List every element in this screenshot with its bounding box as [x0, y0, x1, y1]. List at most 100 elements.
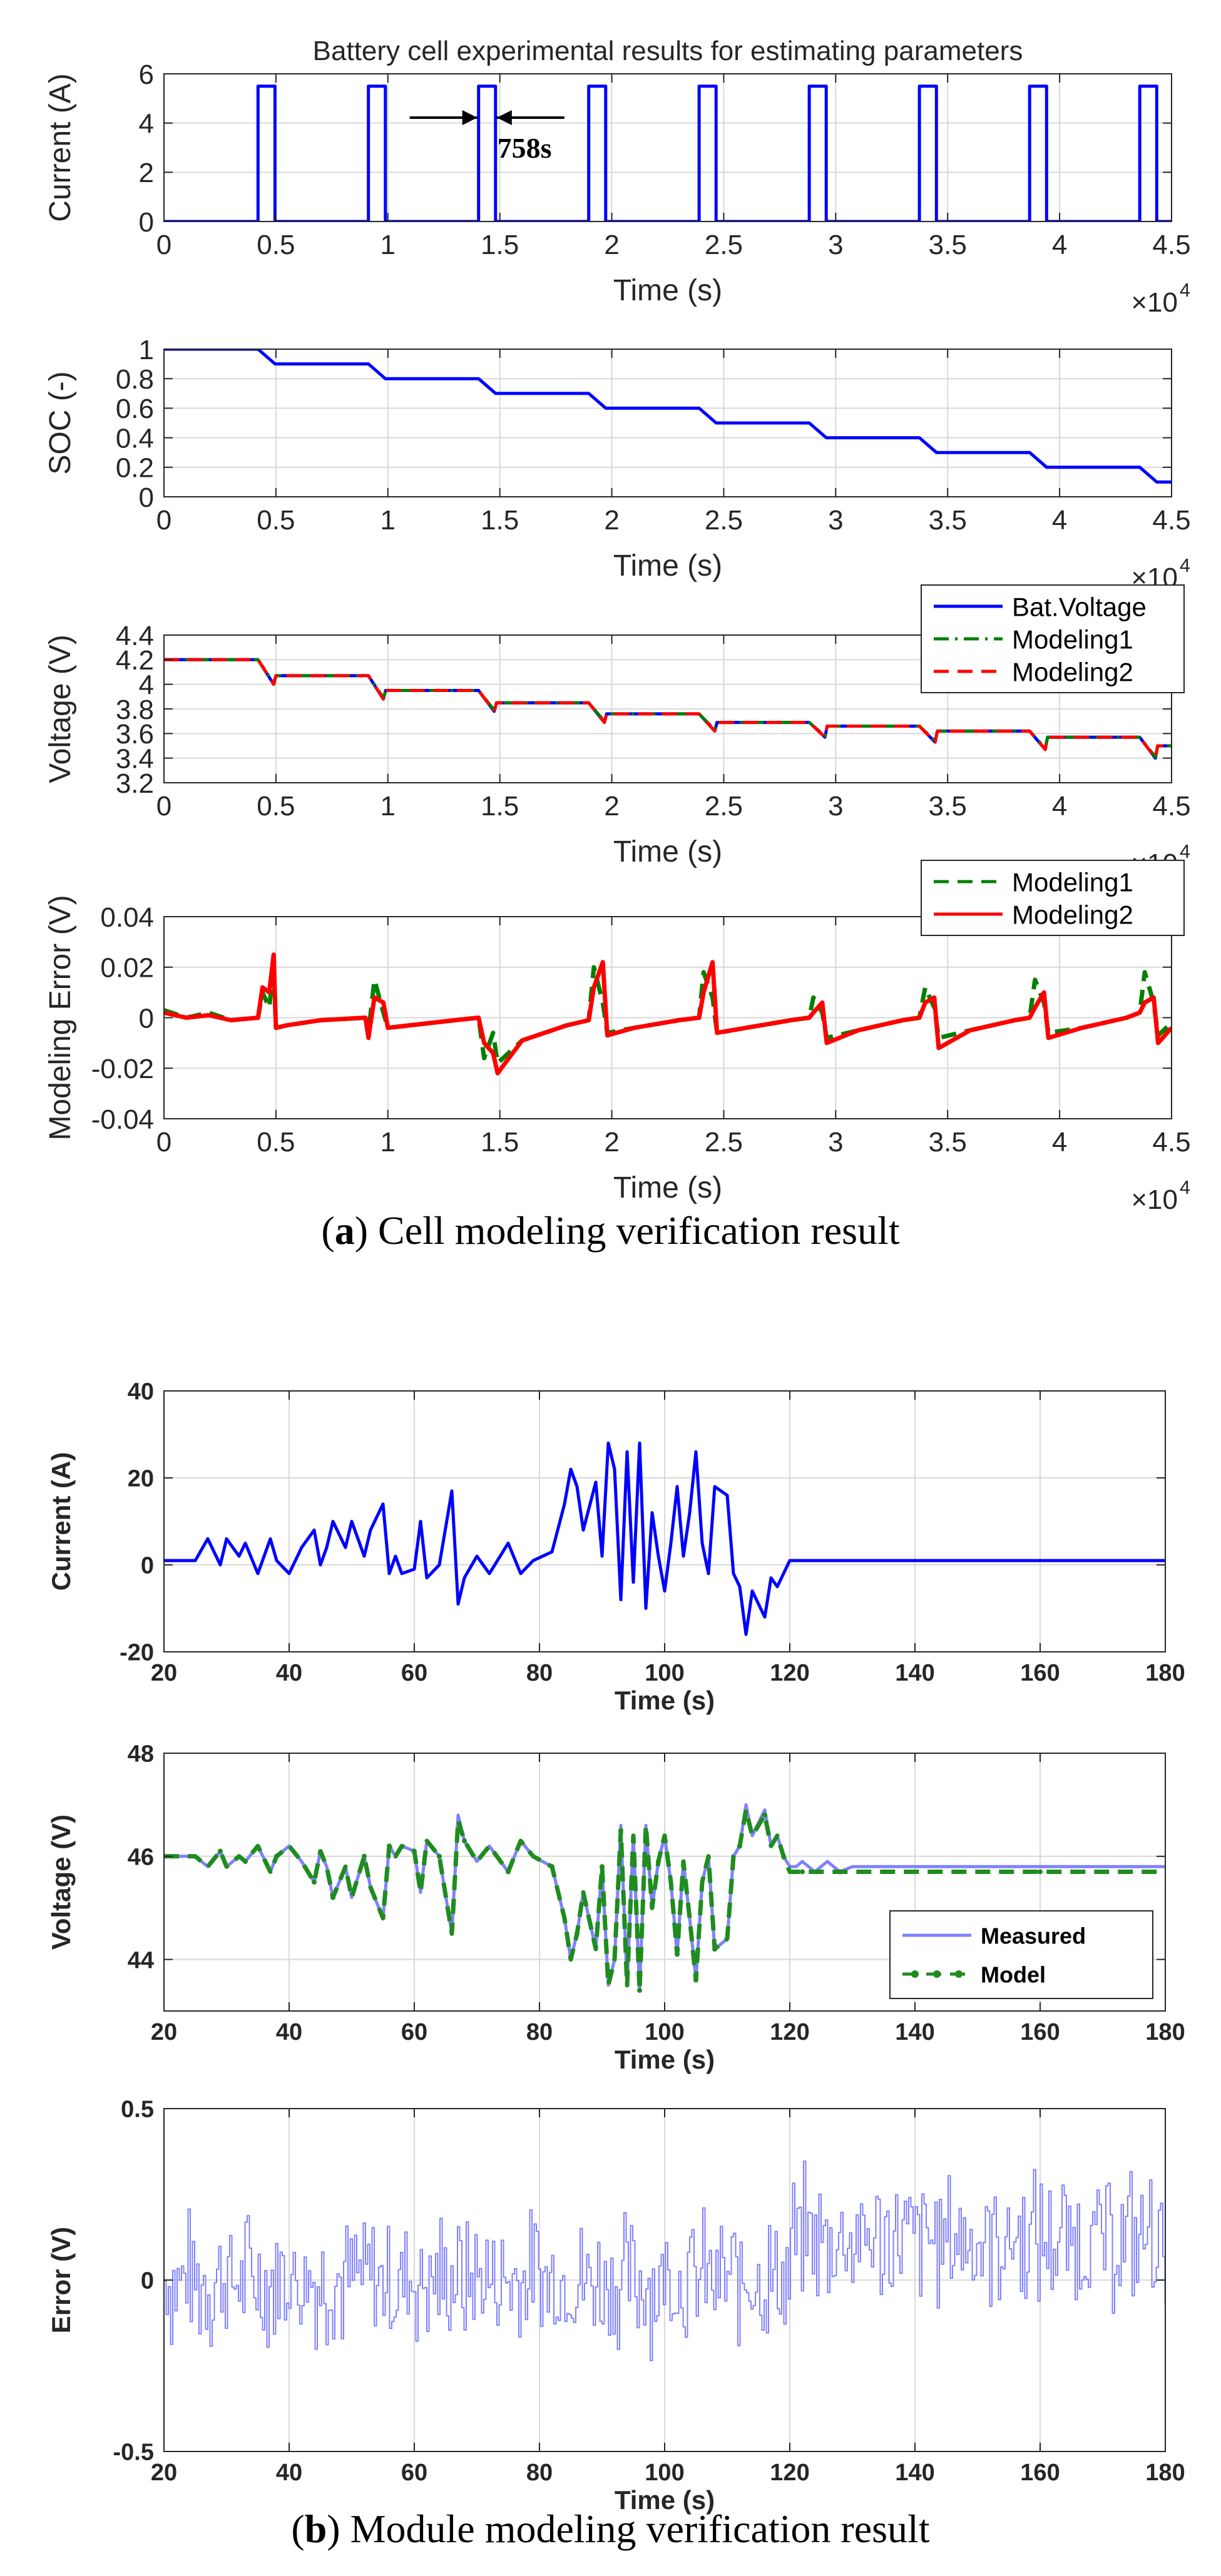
series-marker: [712, 1947, 717, 1952]
x-tick-label: 4.5: [1152, 230, 1190, 260]
series-marker: [656, 1859, 661, 1865]
caption-a-letter: a: [334, 1208, 355, 1253]
y-tick-label: 3.8: [116, 695, 154, 725]
x-tick-label: 60: [401, 1660, 427, 1686]
x-tick-label: 2.5: [705, 1127, 743, 1158]
plot-area-b1: [164, 1441, 1165, 1636]
y-tick-label: 0: [139, 482, 154, 513]
series-line-a2-0: [164, 349, 1172, 484]
series-marker: [675, 1952, 680, 1957]
y-tick-label: 3.6: [116, 719, 154, 750]
x-tick-label: 140: [895, 1660, 934, 1686]
x-tick-label: 0: [156, 505, 171, 536]
x-tick-label: 4: [1052, 791, 1067, 822]
caption-a-text: Cell modeling verification result: [378, 1208, 900, 1253]
legend-box: [921, 860, 1185, 936]
plot-area-a1: [164, 84, 1172, 221]
series-marker: [412, 1848, 417, 1854]
x-tick-label: 20: [151, 1660, 177, 1686]
x-axis-label: Time (s): [615, 1686, 715, 1715]
series-marker: [837, 1869, 842, 1875]
y-tick-label: 1: [139, 335, 154, 365]
y-tick-label: 0.8: [116, 364, 154, 395]
x-tick-label: 3.5: [929, 1127, 967, 1158]
series-marker: [218, 1848, 223, 1854]
series-line-a3-2: [164, 658, 1172, 760]
legend-box: [889, 1910, 1153, 1999]
y-tick-label: 4: [139, 670, 154, 701]
x-tick-label: 180: [1145, 2460, 1185, 2486]
x-tick-label: 2: [604, 230, 619, 260]
axes-box-a1: [163, 73, 1172, 222]
series-marker: [618, 1828, 623, 1833]
x-tick-label: 140: [895, 2019, 934, 2045]
series-marker: [781, 1853, 786, 1859]
x-tick-label: 0.5: [257, 230, 295, 260]
x-axis-label: Time (s): [613, 549, 722, 583]
y-tick-label: 4.4: [116, 621, 154, 651]
plot-area-b2: [164, 1803, 1165, 1993]
x-tick-label: 1.5: [481, 1127, 519, 1158]
x-tick-label: 4: [1052, 230, 1067, 260]
x-axis-label: Time (s): [613, 1171, 722, 1204]
y-tick-label: 3.2: [116, 768, 154, 799]
series-marker: [387, 1843, 392, 1849]
legend-marker: [955, 1970, 963, 1978]
series-marker: [243, 1859, 248, 1865]
series-line-a1-0: [164, 84, 1172, 221]
x-tick-label: 80: [526, 2019, 553, 2045]
x-tick-label: 80: [526, 2460, 553, 2486]
x-tick-label: 40: [276, 2019, 302, 2045]
y-axis-label: SOC (-): [44, 371, 77, 474]
plot-area-a2: [164, 349, 1172, 484]
x-tick-label: 3.5: [929, 505, 967, 536]
legend-marker: [933, 1970, 941, 1978]
x-tick-label: 1: [381, 1127, 396, 1158]
x-tick-label: 1: [381, 230, 396, 260]
caption-b-text: Module modeling verification result: [350, 2507, 930, 2551]
x-tick-label: 100: [645, 2460, 684, 2486]
y-tick-label: 40: [128, 1379, 154, 1405]
x-tick-label: 3.5: [929, 230, 967, 260]
series-marker: [437, 1853, 442, 1859]
x-tick-label: 0: [156, 230, 171, 260]
series-marker: [506, 1869, 511, 1875]
y-tick-label: 6: [139, 59, 154, 90]
y-tick-label: 20: [128, 1466, 154, 1492]
chart-b2: 20 40 60 80 100 120 140 160 180 44 46 48 Time (s) Vol…: [46, 1741, 1185, 2074]
plot-area-b3: [164, 2161, 1165, 2361]
x-tick-label: 0.5: [257, 791, 295, 822]
x-tick-label: 120: [770, 1660, 809, 1686]
y-tick-label: 0: [141, 2268, 154, 2294]
legend-label: Modeling1: [1012, 624, 1133, 654]
x-tick-label: 60: [401, 2019, 427, 2045]
x-tick-label: 160: [1020, 2460, 1060, 2486]
x-tick-label: 100: [645, 1660, 684, 1686]
x-tick-label: 2.5: [705, 791, 743, 822]
x-tick-label: 1: [381, 505, 396, 536]
x-tick-label: 80: [526, 1660, 553, 1686]
series-marker: [637, 1988, 642, 1993]
y-tick-label: 4: [139, 109, 154, 140]
x-tick-label: 40: [276, 2460, 302, 2486]
series-line-a4-1: [164, 952, 1172, 1076]
x-tick-label: 160: [1020, 2019, 1060, 2045]
x-tick-label: 180: [1145, 2019, 1185, 2045]
x-tick-label: 40: [276, 1660, 302, 1686]
legend-b2: Measured Model: [889, 1910, 1153, 1999]
x-tick-label: 4.5: [1152, 791, 1190, 822]
legend-label: Modeling1: [1012, 867, 1133, 897]
x-tick-label: 2.5: [705, 230, 743, 260]
x-tick-label: 3: [828, 1127, 843, 1158]
y-tick-label: 44: [128, 1947, 154, 1973]
legend-a3: Bat.Voltage Modeling1 Modeling2: [921, 584, 1185, 693]
y-tick-label: -0.04: [91, 1104, 154, 1135]
x-axis-multiplier-exponent: 4: [1180, 1176, 1190, 1198]
axes-box-a2: [163, 349, 1172, 497]
y-tick-label: 0.6: [116, 394, 154, 424]
plot-area-a3: [164, 658, 1172, 760]
y-axis-label: Error (V): [46, 2227, 76, 2333]
y-tick-label: 4.2: [116, 645, 154, 676]
x-tick-label: 4.5: [1152, 1127, 1190, 1158]
caption-b-letter: b: [304, 2507, 327, 2551]
